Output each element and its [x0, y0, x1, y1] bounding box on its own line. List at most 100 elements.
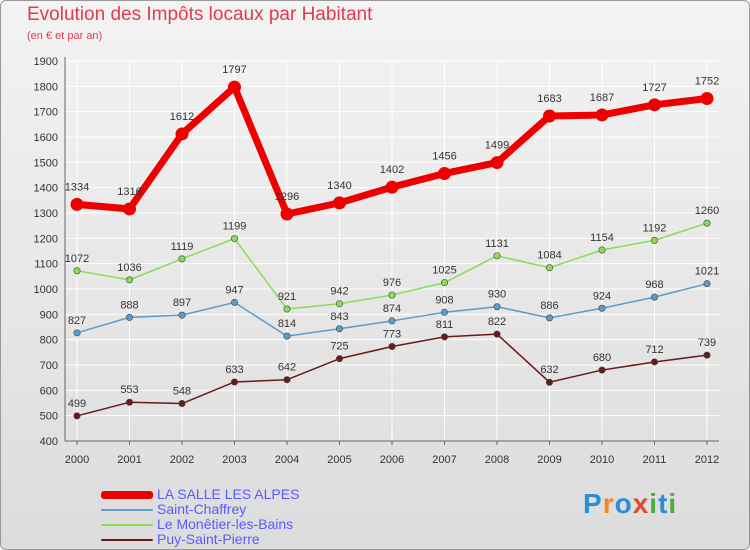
data-label: 924: [593, 290, 611, 302]
data-label: 642: [278, 362, 296, 374]
data-point: [126, 398, 134, 406]
data-label: 725: [330, 341, 348, 353]
data-label: 1036: [117, 262, 141, 274]
data-point: [703, 280, 711, 288]
data-point: [440, 308, 448, 316]
data-label: 976: [383, 277, 401, 289]
data-point: [545, 264, 553, 272]
data-label: 739: [698, 337, 716, 349]
data-label: 822: [488, 316, 506, 328]
data-point: [283, 376, 291, 384]
series-group: [70, 80, 714, 420]
data-label: 1199: [223, 221, 247, 233]
data-label: 553: [120, 384, 138, 396]
data-point: [231, 235, 239, 243]
y-tick-label: 400: [40, 436, 58, 448]
data-label: 908: [435, 294, 453, 306]
data-label: 1687: [590, 92, 614, 104]
data-label: 1025: [432, 265, 456, 277]
data-point: [388, 343, 396, 351]
data-point: [283, 305, 291, 313]
data-point: [440, 333, 448, 341]
data-label: 947: [225, 284, 243, 296]
data-label: 1260: [695, 205, 719, 217]
data-point: [73, 267, 81, 275]
data-point: [700, 91, 714, 105]
data-label: 1021: [695, 266, 719, 278]
data-point: [493, 303, 501, 311]
data-point: [440, 279, 448, 287]
legend-item[interactable]: LA SALLE LES ALPES: [101, 486, 361, 502]
data-point: [385, 180, 399, 194]
data-label: 1072: [65, 253, 89, 265]
data-point: [126, 313, 134, 321]
x-tick-label: 2002: [170, 454, 194, 466]
data-point: [73, 329, 81, 337]
data-label: 1797: [222, 64, 246, 76]
x-tick-label: 2011: [643, 454, 667, 466]
chart-title: Evolution des Impôts locaux par Habitant: [27, 4, 373, 25]
data-label: 942: [330, 286, 348, 298]
data-point: [333, 196, 346, 210]
x-tick-label: 2004: [275, 454, 299, 466]
data-point: [283, 332, 291, 340]
data-label: 811: [436, 319, 454, 331]
x-tick-label: 2003: [222, 454, 246, 466]
data-label: 1683: [537, 93, 561, 105]
legend-item[interactable]: Puy-Saint-Pierre: [101, 531, 361, 547]
data-label: 1131: [485, 238, 509, 250]
y-tick-label: 1600: [34, 132, 58, 144]
data-label: 1334: [65, 181, 89, 193]
data-label: 874: [383, 303, 401, 315]
y-tick-label: 1100: [34, 259, 58, 271]
legend-item[interactable]: Saint-Chaffrey: [101, 501, 361, 517]
data-point: [335, 355, 343, 363]
data-label: 499: [68, 398, 86, 410]
data-point: [388, 317, 396, 325]
legend-label: LA SALLE LES ALPES: [157, 486, 300, 502]
y-tick-label: 800: [40, 335, 58, 347]
data-label: 897: [173, 297, 191, 309]
data-point: [335, 300, 343, 308]
y-tick-label: 1300: [34, 208, 58, 220]
y-tick-label: 1800: [34, 81, 58, 93]
data-label: 712: [645, 344, 663, 356]
data-point: [73, 412, 81, 420]
data-point: [650, 358, 658, 366]
data-label: 1296: [275, 191, 299, 203]
legend-swatch-1: [101, 509, 153, 511]
y-tick-label: 1900: [34, 56, 58, 68]
legend-item[interactable]: Le Monêtier-les-Bains: [101, 516, 361, 532]
data-label: 1752: [695, 75, 719, 87]
data-point: [178, 311, 186, 319]
data-point: [231, 298, 239, 306]
y-tick-label: 1200: [34, 233, 58, 245]
y-tick-label: 900: [40, 309, 58, 321]
y-tick-label: 700: [40, 360, 58, 372]
data-label: 548: [173, 386, 191, 398]
y-tick-label: 1400: [34, 183, 58, 195]
data-point: [123, 202, 136, 216]
data-point: [545, 378, 553, 386]
x-tick-labels: 2000 2001 2002 2003 2004 2005 2006 2007 2008 2009…: [65, 454, 719, 466]
legend: LA SALLE LES ALPES Saint-Chaffrey Le Mon…: [101, 486, 361, 547]
data-label: 921: [278, 291, 296, 303]
data-label: 886: [540, 300, 558, 312]
legend-label: Puy-Saint-Pierre: [157, 531, 260, 547]
x-tick-label: 2009: [537, 454, 561, 466]
legend-swatch-0: [101, 491, 153, 499]
data-point: [490, 156, 504, 170]
data-point: [228, 80, 241, 94]
x-tick-label: 2001: [117, 454, 141, 466]
data-label: 814: [278, 318, 296, 330]
y-tick-label: 1700: [34, 107, 58, 119]
data-point: [598, 246, 606, 254]
x-tick-label: 2012: [695, 454, 719, 466]
data-point: [543, 109, 556, 123]
data-point: [703, 219, 711, 227]
legend-swatch-2: [101, 524, 153, 526]
data-point: [598, 366, 606, 374]
chart-subtitle: (en € et par an): [27, 30, 103, 42]
proxiti-logo: Proxiti: [583, 488, 678, 519]
